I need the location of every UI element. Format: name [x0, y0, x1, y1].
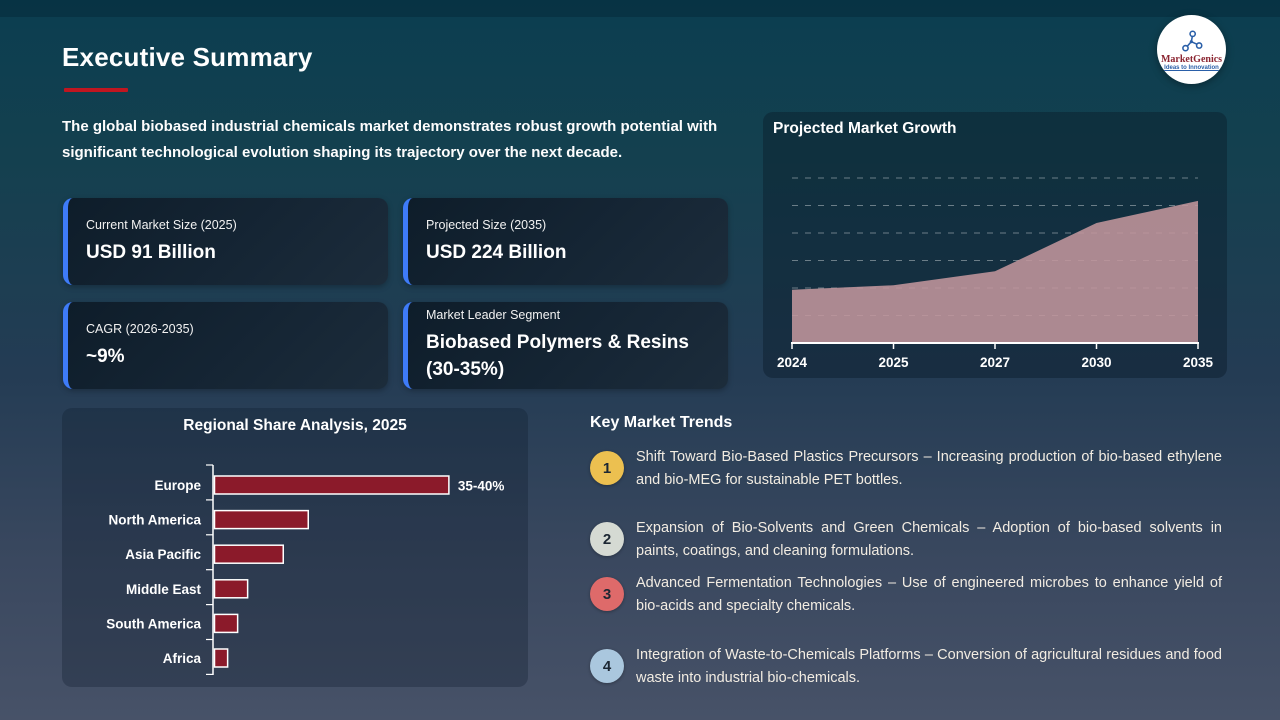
trends-heading: Key Market Trends [590, 414, 733, 431]
stat-label: Projected Size (2035) [426, 217, 547, 232]
trend-number-badge: 1 [590, 451, 624, 485]
growth-chart-title: Projected Market Growth [773, 120, 957, 137]
stat-card-market-leader: Market Leader Segment Biobased Polymers … [403, 302, 728, 389]
x-tick-label: 2025 [878, 355, 909, 370]
company-logo: MarketGenics Ideas to Innovation [1157, 15, 1226, 84]
trend-text: Integration of Waste-to-Chemicals Platfo… [636, 647, 1222, 686]
title-underline [64, 88, 128, 92]
trend-number-badge: 2 [590, 522, 624, 556]
regional-bar-chart: Europe 35-40% North America Asia Pacific Mid… [106, 464, 505, 675]
molecule-icon [1181, 29, 1203, 52]
x-tick-label: 2027 [980, 355, 1010, 370]
category-label: Asia Pacific [125, 547, 201, 562]
category-label: South America [106, 616, 201, 631]
stat-card-projected-size: Projected Size (2035) USD 224 Billion [403, 198, 728, 285]
bar [213, 579, 249, 599]
trend-item: 1 Shift Toward Bio-Based Plastics Precur… [590, 446, 1222, 491]
trend-item: 3 Advanced Fermentation Technologies – U… [590, 572, 1222, 617]
area-series [792, 200, 1198, 343]
bar [213, 544, 284, 564]
top-accent-strip [0, 0, 1280, 17]
logo-tagline: Ideas to Innovation [1164, 64, 1219, 71]
stat-value: USD 224 Billion [426, 241, 567, 263]
trend-text: Advanced Fermentation Technologies – Use… [636, 575, 1222, 614]
bar [213, 613, 239, 634]
trend-item: 4 Integration of Waste-to-Chemicals Plat… [590, 644, 1222, 689]
x-tick-label: 2024 [777, 355, 808, 370]
trend-item: 2 Expansion of Bio-Solvents and Green Ch… [590, 517, 1222, 562]
intro-text: The global biobased industrial chemicals… [62, 118, 718, 161]
stat-label: CAGR (2026-2035) [86, 321, 194, 336]
stat-value: USD 91 Billion [86, 241, 216, 263]
regional-chart-panel: Regional Share Analysis, 2025 Europe 35-4… [62, 408, 528, 687]
stat-value: ~9% [86, 345, 125, 367]
bar [213, 475, 450, 495]
category-label: North America [108, 513, 201, 528]
bar [213, 509, 309, 530]
bar [213, 648, 229, 668]
trend-number-badge: 4 [590, 649, 624, 683]
growth-chart-panel: Projected Market Growth 2024 2025 2027 2030… [763, 112, 1227, 378]
stat-card-current-market-size: Current Market Size (2025) USD 91 Billio… [63, 198, 388, 285]
logo-name: MarketGenics [1160, 53, 1223, 65]
regional-chart-title: Regional Share Analysis, 2025 [183, 417, 407, 434]
bar-data-label: 35-40% [458, 479, 505, 494]
trend-text: Shift Toward Bio-Based Plastics Precurso… [636, 449, 1222, 488]
x-tick-label: 2030 [1081, 355, 1111, 370]
category-label: Africa [163, 651, 202, 666]
category-label: Middle East [126, 582, 202, 597]
stat-label: Market Leader Segment [426, 308, 561, 322]
trend-number-badge: 3 [590, 577, 624, 611]
growth-area-chart: 2024 2025 2027 2030 2035 [777, 177, 1214, 370]
trend-text: Expansion of Bio-Solvents and Green Chem… [636, 520, 1222, 559]
category-label: Europe [154, 478, 201, 493]
page-title: Executive Summary [62, 42, 313, 72]
stat-card-cagr: CAGR (2026-2035) ~9% [63, 302, 388, 389]
x-tick-label: 2035 [1183, 355, 1214, 370]
stat-value: Biobased Polymers & Resins (30-35%) [426, 332, 689, 380]
stat-label: Current Market Size (2025) [86, 217, 237, 232]
